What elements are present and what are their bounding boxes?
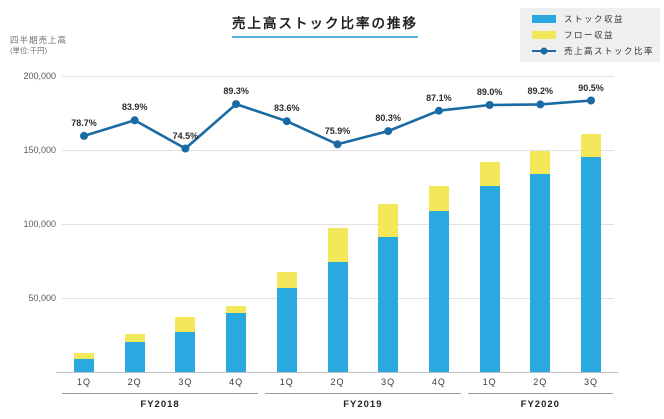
bar-segment-flow — [378, 204, 399, 238]
ratio-percent-label: 83.9% — [121, 102, 148, 113]
chart-title: 売上高ストック比率の推移 — [232, 12, 418, 38]
bar-segment-stock — [175, 332, 196, 372]
ratio-line-point — [587, 96, 595, 105]
ratio-percent-label: 74.5% — [172, 130, 199, 141]
quarter-label: 3Q — [381, 377, 396, 387]
quarter-label: 2Q — [127, 377, 142, 387]
fiscal-year-label: FY2018 — [140, 399, 180, 410]
quarter-label: 1Q — [279, 377, 294, 387]
ratio-line-point — [384, 127, 393, 136]
legend-label: フロー収益 — [564, 30, 615, 40]
quarter-label: 3Q — [583, 377, 598, 387]
bar-segment-stock — [124, 341, 145, 372]
ratio-line-point — [80, 131, 88, 140]
y-tick-label: 150,000 — [23, 145, 56, 155]
ratio-percent-label: 83.6% — [274, 103, 300, 114]
y-tick-label: 50,000 — [28, 293, 56, 303]
ratio-percent-label: 78.7% — [71, 117, 97, 128]
quarter-label: 2Q — [330, 377, 345, 387]
y-tick-label: 100,000 — [23, 219, 56, 229]
ratio-percent-label: 89.0% — [476, 87, 503, 97]
bar-segment-flow — [428, 185, 449, 211]
x-axis-line — [56, 372, 618, 373]
bar-segment-stock — [428, 210, 449, 372]
bar-segment-flow — [226, 306, 247, 313]
ratio-percent-label: 75.9% — [324, 126, 351, 137]
ratio-percent-label: 87.1% — [426, 92, 452, 103]
bar-segment-stock — [530, 173, 551, 372]
ratio-line-point — [333, 140, 342, 149]
y-axis-title: 四半期売上高 (単位:千円) — [10, 35, 67, 57]
legend-label: 売上高ストック比率 — [564, 46, 655, 56]
fiscal-year-separator — [62, 393, 259, 394]
bar-segment-stock — [378, 237, 399, 372]
bar-segment-flow — [530, 150, 551, 174]
ratio-percent-label: 80.3% — [375, 113, 401, 124]
bar-segment-flow — [74, 352, 94, 360]
stock-swatch-icon — [532, 15, 556, 23]
line-marker-swatch-icon — [532, 50, 556, 52]
bar-segment-flow — [581, 134, 601, 157]
bar-segment-stock — [74, 359, 94, 372]
fiscal-year-label: FY2020 — [520, 399, 560, 410]
ratio-percent-label: 89.2% — [527, 86, 554, 97]
bar-segment-flow — [175, 316, 196, 333]
quarter-label: 1Q — [76, 377, 91, 387]
bar-segment-flow — [124, 334, 145, 342]
quarter-label: 3Q — [178, 377, 193, 387]
legend: ストック収益 フロー収益 売上高ストック比率 — [520, 8, 660, 62]
ratio-line-point — [282, 117, 291, 126]
fiscal-year-label: FY2019 — [343, 399, 383, 410]
y-gridline — [62, 150, 614, 151]
bar-segment-flow — [276, 272, 297, 289]
ratio-line-point — [536, 100, 545, 109]
bar-segment-stock — [276, 288, 297, 372]
ratio-line — [83, 99, 592, 151]
bar-segment-stock — [581, 156, 601, 372]
bar-segment-flow — [327, 227, 348, 262]
ratio-line-point — [181, 144, 190, 153]
fiscal-year-separator — [264, 393, 461, 394]
y-gridline — [62, 76, 614, 77]
ratio-line-point — [232, 100, 241, 109]
flow-swatch-icon — [532, 31, 556, 39]
bar-segment-stock — [226, 312, 247, 372]
ratio-percent-label: 89.3% — [223, 86, 249, 97]
quarter-label: 2Q — [533, 377, 548, 387]
ratio-line-point — [130, 116, 139, 125]
y-axis-title-line1: 四半期売上高 — [10, 35, 68, 45]
legend-item-stock-revenue: ストック収益 — [532, 13, 660, 25]
legend-item-stock-ratio: 売上高ストック比率 — [532, 45, 660, 57]
y-gridline — [62, 224, 614, 225]
legend-item-flow-revenue: フロー収益 — [532, 29, 660, 41]
bar-segment-stock — [327, 261, 348, 372]
y-axis-title-line2: (単位:千円) — [10, 46, 48, 56]
quarter-label: 4Q — [229, 377, 244, 387]
ratio-percent-label: 90.5% — [578, 82, 604, 93]
ratio-line-point — [485, 101, 494, 109]
bar-segment-flow — [479, 161, 500, 187]
quarter-label: 1Q — [482, 377, 497, 387]
ratio-line-point — [434, 106, 443, 115]
y-tick-label: 200,000 — [23, 71, 56, 81]
legend-label: ストック収益 — [564, 14, 625, 24]
bar-segment-stock — [479, 186, 500, 372]
quarter-label: 4Q — [431, 377, 446, 387]
fiscal-year-separator — [467, 393, 613, 394]
